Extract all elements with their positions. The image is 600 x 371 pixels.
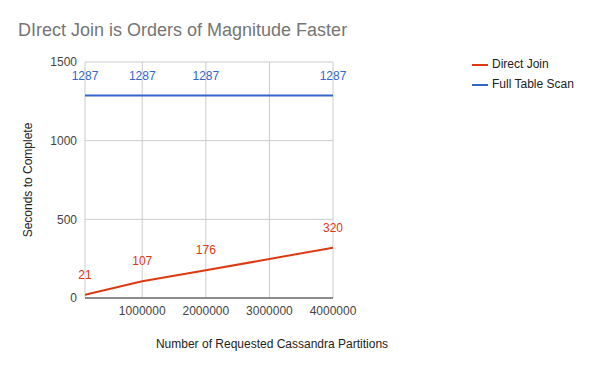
html-text:Number of Requested Cassandra: Number of Requested Cassandra Partitions: [155, 337, 389, 351]
svg-text:500: 500: [57, 213, 77, 227]
svg-text:1287: 1287: [192, 69, 219, 83]
svg-text:1287: 1287: [129, 69, 156, 83]
svg-text:2000000: 2000000: [182, 304, 229, 318]
svg-text:107: 107: [132, 254, 152, 268]
svg-text:176: 176: [196, 243, 216, 257]
svg-text:320: 320: [323, 221, 343, 235]
svg-text:1500: 1500: [50, 55, 77, 69]
svg-text:1000: 1000: [50, 134, 77, 148]
svg-text:4000000: 4000000: [310, 304, 357, 318]
svg-text:1287: 1287: [72, 69, 99, 83]
svg-text:0: 0: [70, 291, 77, 305]
html-text:Full Table Scan: Full Table Scan: [492, 77, 574, 91]
html-text:Direct Join: Direct Join: [492, 57, 549, 71]
html-text:DIrect Join is Orders of Magni: DIrect Join is Orders of Magnitude Faste…: [18, 20, 348, 40]
svg-text:21: 21: [78, 268, 92, 282]
svg-text:3000000: 3000000: [246, 304, 293, 318]
svg-text:1287: 1287: [320, 69, 347, 83]
svg-text:1000000: 1000000: [119, 304, 166, 318]
html-text:Seconds to Complete: Seconds to Complete: [21, 122, 35, 238]
